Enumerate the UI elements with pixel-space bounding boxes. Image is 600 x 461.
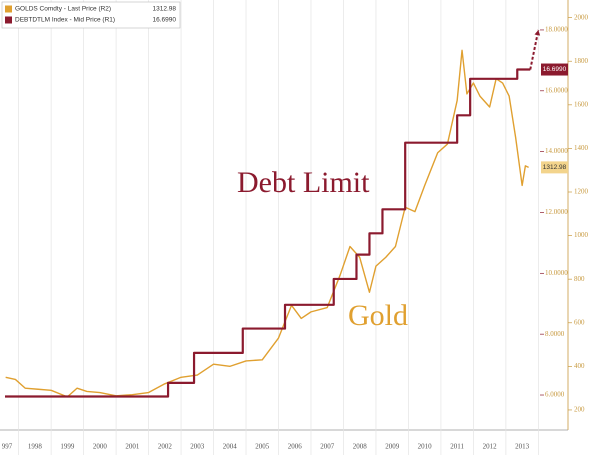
- series-line: [5, 68, 531, 398]
- series-line: [5, 49, 529, 398]
- y2-tick-label: 1600: [574, 100, 589, 108]
- y2-tick-label: 2000: [574, 13, 589, 21]
- x-tick-label: 2011: [450, 443, 464, 451]
- x-tick-label: 997: [2, 443, 13, 451]
- last-value-label: 16.6990: [543, 66, 567, 73]
- x-tick-label: 1999: [60, 443, 75, 451]
- y2-tick-label: 1400: [574, 144, 589, 152]
- last-value-label: 1312.98: [543, 164, 567, 171]
- legend-box: [1, 1, 181, 29]
- x-tick-label: 2007: [320, 443, 335, 451]
- y2-tick-label: 800: [574, 275, 585, 283]
- x-tick-label: 2001: [125, 443, 140, 451]
- projection-line: [529, 29, 540, 70]
- y-tick-label: 10.0000: [545, 269, 568, 277]
- x-tick-label: 2002: [158, 443, 173, 451]
- legend-value: 16.6990: [153, 17, 177, 24]
- legend-label: GOLDS Comdty - Last Price (R2): [15, 6, 111, 13]
- x-tick-label: 2006: [288, 443, 303, 451]
- y-tick-label: 14.0000: [545, 147, 568, 155]
- y2-tick-label: 1800: [574, 57, 589, 65]
- x-tick-label: 2000: [93, 443, 108, 451]
- legend-label: DEBTDTLM Index - Mid Price (R1): [15, 17, 115, 24]
- legend-value: 1312.98: [153, 6, 177, 13]
- x-tick-label: 2004: [223, 443, 238, 451]
- x-tick-label: 2009: [385, 443, 400, 451]
- y-tick-label: 12.0000: [545, 208, 568, 216]
- y2-tick-label: 600: [574, 318, 585, 326]
- legend: GOLDS Comdty - Last Price (R2) 1312.98 DEB…: [1, 1, 181, 29]
- last-value-tag: [541, 161, 568, 174]
- y-tick-label: 16.0000: [545, 86, 568, 94]
- x-tick-label: 2012: [483, 443, 498, 451]
- x-tick-label: 2013: [515, 443, 530, 451]
- y-tick-label: 6.0000: [545, 391, 565, 399]
- last-value-tag: [541, 63, 568, 76]
- x-tick-label: 1998: [28, 443, 43, 451]
- y2-tick-label: 200: [574, 406, 585, 414]
- x-tick-label: 2003: [190, 443, 205, 451]
- legend-swatch: [5, 5, 12, 13]
- legend-swatch: [5, 16, 12, 24]
- y2-tick-label: 1200: [574, 188, 589, 196]
- annotation: Gold: [348, 299, 408, 332]
- y2-tick-label: 1000: [574, 231, 589, 239]
- y-tick-label: 18.0000: [545, 26, 568, 34]
- x-tick-label: 2008: [353, 443, 368, 451]
- annotation: Debt Limit: [237, 166, 370, 199]
- y-tick-label: 8.0000: [545, 330, 565, 338]
- projection-arrow: [534, 29, 541, 36]
- x-tick-label: 2010: [418, 443, 433, 451]
- x-tick-label: 2005: [255, 443, 270, 451]
- y2-tick-label: 400: [574, 362, 585, 370]
